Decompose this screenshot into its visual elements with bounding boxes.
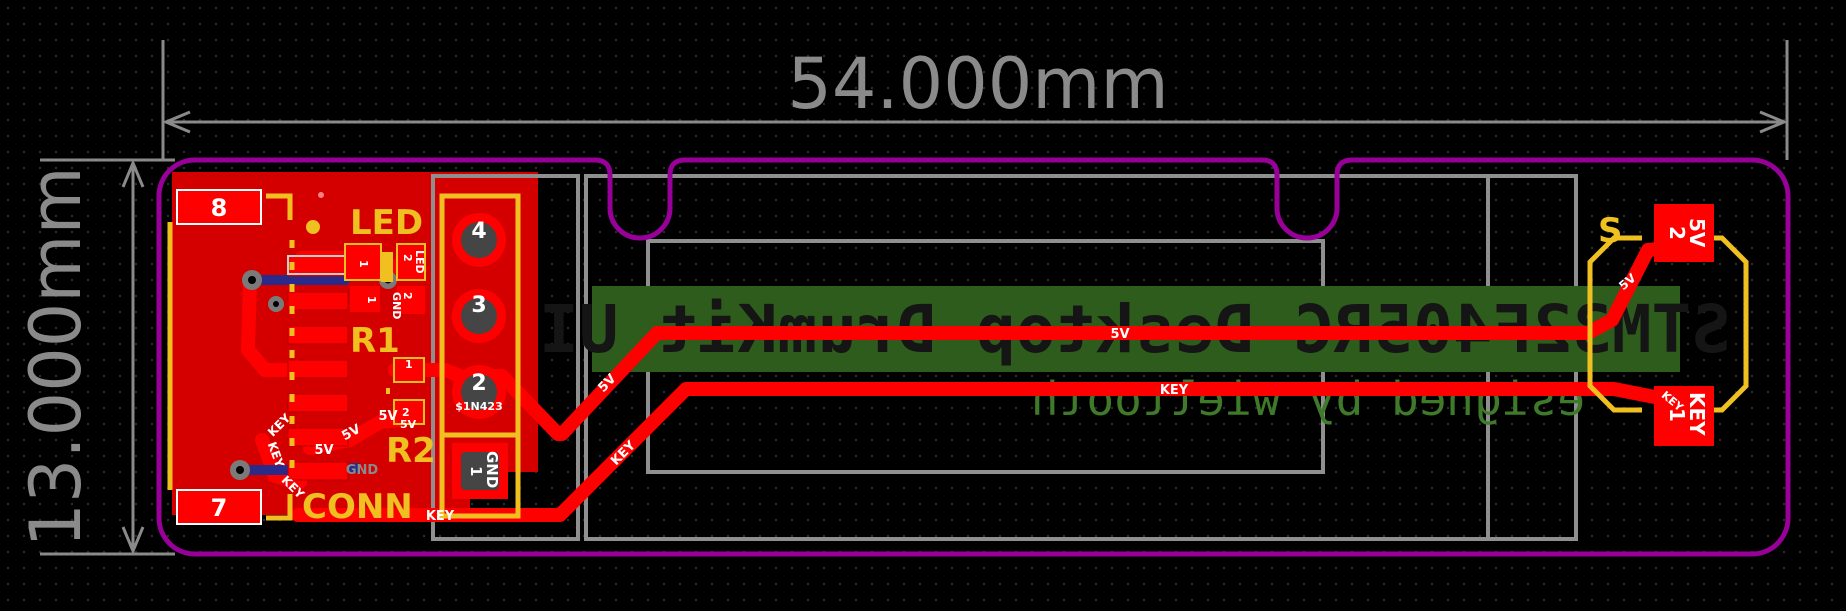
led-label: LED [350,203,423,243]
copper-pour [172,172,538,515]
pin1-marker [306,220,320,234]
switch-pad-1-net: KEY [1685,392,1709,436]
pad-8-label: 8 [211,194,228,222]
header-pin-2[interactable] [452,365,506,419]
net-label-key: KEY [1160,383,1189,398]
r2-pad1: 1 [405,358,413,371]
net-label-key-bottom: KEY [426,509,455,524]
led-pad2b: 2 [401,292,414,300]
connector-pad-top [287,255,353,275]
switch-label: S [1598,211,1623,251]
connector-silkscreen [167,193,295,521]
led-pad1b: 1 [365,296,378,304]
width-dimension [161,40,1789,160]
header-pin-1-net: GND [483,451,501,488]
pad-8[interactable] [176,189,262,225]
pad-7[interactable] [176,489,262,525]
led-pad2: 2 [401,254,414,262]
switch-pad-2[interactable] [1654,204,1714,262]
width-dimension-label: 54.000mm [787,43,1168,125]
switch-pad-2-net: 5V [1685,218,1709,248]
switch-pad-1[interactable] [1654,386,1714,446]
r2-pad2: 2 [402,406,410,419]
led-pad1: 1 [357,260,370,268]
led-pad-gnd: GND [390,292,403,319]
header-pin-4-label: 4 [471,219,486,244]
net-label-gnd: GND [346,463,379,478]
board-outline [156,157,1791,557]
header-pin-3-label: 3 [471,293,486,318]
pad-7-label: 7 [211,494,228,522]
switch-pad-1-label: 1 [1665,408,1689,422]
height-dimension [40,158,175,556]
led-pad-led: LED [413,250,426,274]
header-pin-1-label: 1 [467,466,485,476]
trace-left-vert [241,271,305,377]
r2-pad-5v: 5V [400,418,417,431]
header-pin-1[interactable] [452,443,508,499]
header-pin-2-net: $1N423 [455,400,502,413]
net-label-5v-r2: 5V [378,409,397,424]
header-pin-4[interactable] [452,213,506,267]
r2-footprint [386,357,425,425]
header-pin-3[interactable] [452,289,506,343]
height-dimension-label: 13.000mm [15,166,97,547]
led-footprint [344,243,426,314]
board-subtitle: esigned by wieltooth [1031,372,1585,426]
switch-silkscreen [1587,235,1749,413]
trace-5v-main [475,241,1675,441]
net-label-5v-left: 5V [314,443,333,458]
fiducial [318,192,324,198]
header-outline [439,193,521,519]
r1-label: R1 [350,321,400,361]
switch-pad-2-label: 2 [1665,226,1689,240]
header-pin-2-label: 2 [471,371,486,396]
r2-label: R2 [386,431,436,471]
conn-label: CONN [302,487,413,527]
net-label-5v: 5V [1110,327,1129,342]
